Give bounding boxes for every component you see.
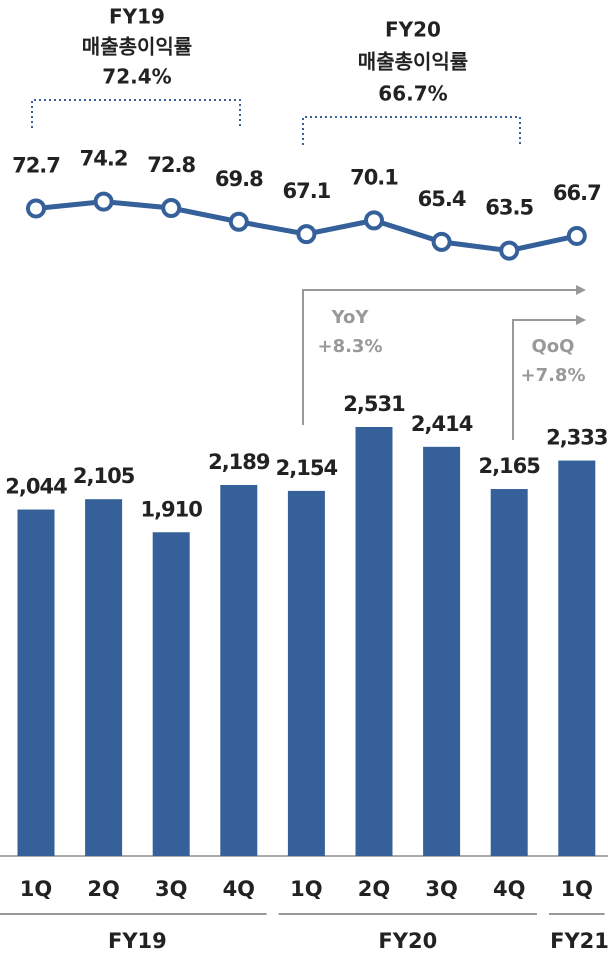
line-value-label: 70.1 <box>350 165 398 189</box>
annotation: QoQ <box>532 336 575 357</box>
bar <box>17 509 55 856</box>
annotation: +7.8% <box>520 365 585 386</box>
bar-value-label: 2,414 <box>411 412 473 436</box>
x-tick-label: 1Q <box>290 877 322 901</box>
line-value-label: 67.1 <box>282 179 330 203</box>
line-marker <box>431 231 452 252</box>
line-value-label: 72.8 <box>147 153 195 177</box>
bar <box>490 489 528 856</box>
x-tick-label: 1Q <box>20 877 52 901</box>
arrows <box>302 285 586 440</box>
annotation: FY19 <box>109 5 165 29</box>
line-value-label: 72.7 <box>12 153 60 177</box>
bar <box>85 499 123 856</box>
line-marker <box>93 191 114 212</box>
bar <box>355 426 393 856</box>
annotation: 72.4% <box>102 65 171 89</box>
x-tick-label: 3Q <box>155 877 187 901</box>
line-marker <box>364 210 384 231</box>
x-tick-label: 1Q <box>561 877 593 901</box>
bar <box>423 446 461 856</box>
line-marker <box>161 198 182 218</box>
x-tick-label: 4Q <box>223 877 255 901</box>
annotation: +8.3% <box>317 336 382 357</box>
line-value-label: 69.8 <box>215 167 263 191</box>
bar-value-label: 2,333 <box>546 426 607 450</box>
x-tick-label: 3Q <box>425 877 457 901</box>
annotation: YoY <box>331 307 370 328</box>
qoq-arrow <box>512 315 586 440</box>
bar-value-label: 1,910 <box>140 497 202 521</box>
line-value-label: 65.4 <box>418 187 466 211</box>
x-tick-label: 2Q <box>358 877 390 901</box>
line-marker <box>566 225 587 246</box>
yoy-arrow <box>302 285 586 425</box>
bar <box>220 484 258 856</box>
group-label: FY21 <box>550 929 608 953</box>
bar <box>152 532 190 856</box>
line-marker <box>296 224 317 245</box>
bar-value-label: 2,154 <box>276 456 338 480</box>
bar-value-label: 2,105 <box>73 464 135 488</box>
line-marker <box>26 198 46 219</box>
line-value-label: 74.2 <box>80 147 128 171</box>
group-label: FY20 <box>378 929 437 953</box>
x-tick-label: 4Q <box>493 877 525 901</box>
annotation: 66.7% <box>378 82 447 106</box>
bar-value-label: 2,044 <box>5 475 67 499</box>
bar-value-label: 2,165 <box>478 454 540 478</box>
bar <box>558 460 596 856</box>
fy19-bracket <box>31 99 241 128</box>
annotation: 매출총이익률 <box>358 50 468 74</box>
annotation: FY20 <box>385 18 441 42</box>
brackets <box>31 99 521 145</box>
annotation: 매출총이익률 <box>82 35 192 59</box>
line-value-label: 66.7 <box>553 181 601 205</box>
bar <box>287 490 325 856</box>
x-tick-label: 2Q <box>87 877 119 901</box>
line-marker <box>499 240 520 261</box>
group-label: FY19 <box>108 929 167 953</box>
line-value-label: 63.5 <box>485 196 533 220</box>
bar-value-label: 2,189 <box>208 450 270 474</box>
fy20-bracket <box>302 116 521 145</box>
bar-value-label: 2,531 <box>343 392 405 416</box>
line-marker <box>228 211 249 232</box>
